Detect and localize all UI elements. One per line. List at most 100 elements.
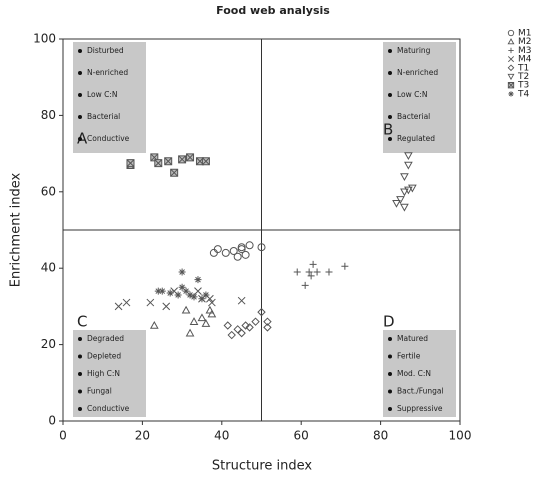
x-tick-label: 20 [135,429,150,443]
legend-label: T3 [517,81,529,91]
point [114,302,123,311]
point [305,268,313,276]
point [162,302,171,311]
point [341,262,349,270]
bullet [78,115,82,119]
bullet [78,71,82,75]
quadrant-item: Fertile [397,352,421,361]
point [198,295,206,303]
point [146,298,155,307]
point [313,268,321,276]
point [396,196,405,204]
bullet [388,49,392,53]
point [202,291,210,299]
bullet [388,137,392,141]
point [164,157,173,166]
y-tick-label: 20 [41,337,56,351]
quadrant-item: Fungal [87,387,112,396]
y-tick-label: 100 [33,32,56,46]
quadrant-item: Conductive [87,134,130,143]
bullet [78,389,82,394]
point [227,330,236,340]
point [186,291,194,299]
bullet [388,337,392,341]
bullet [388,354,392,359]
point [245,323,254,332]
point [189,317,199,325]
point [237,328,246,338]
point [178,283,186,291]
point [178,268,186,276]
y-tick-label: 80 [41,108,56,122]
point [158,287,166,295]
point [122,298,131,307]
point [149,320,159,329]
point [174,291,182,299]
legend-marker [507,73,515,81]
x-axis-label: Structure index [212,459,312,474]
quadrant-item: Bact./Fungal [397,387,444,396]
point [400,203,409,212]
point [392,199,401,208]
point [185,328,195,337]
quadrant-item: N-enriched [397,68,438,77]
point [154,287,162,295]
point [241,250,250,259]
quadrant-box [73,42,146,153]
point [325,268,333,276]
point [400,188,409,197]
legend-label: T2 [517,72,529,82]
quadrant-item: Maturing [397,46,431,55]
point [241,321,250,330]
x-tick-label: 0 [59,429,67,443]
point [251,317,260,326]
y-tick-label: 60 [41,184,56,198]
x-tick-label: 60 [294,429,309,443]
quadrant-box [383,42,456,153]
quadrant-item: Mod. C:N [397,369,431,378]
bullet [388,71,392,75]
quadrant-label: D [383,313,395,331]
point [293,268,301,276]
bullet [78,372,82,376]
quadrant-box [73,330,146,417]
quadrant-item: Bacterial [397,112,430,121]
chart-title: Food web analysis [216,4,330,17]
point [237,296,246,305]
point [408,184,417,193]
quadrant-item: Disturbed [87,46,124,55]
point [170,168,179,177]
y-tick-label: 40 [41,261,56,275]
point [181,305,191,314]
bullet [78,354,82,359]
quadrant-item: Depleted [87,352,121,361]
point [263,323,272,332]
y-tick-label: 0 [48,414,56,428]
point [309,260,317,268]
quadrant-item: N-enriched [87,68,128,77]
bullet [388,407,392,411]
point [207,309,217,318]
point [197,313,207,322]
legend-marker [508,91,514,97]
legend-marker [508,47,514,54]
point [233,325,242,334]
quadrant-item: Low C:N [87,90,118,99]
quadrant-label: A [77,130,88,148]
quadrant-item: Conductive [87,404,130,413]
point [205,305,215,314]
bullet [78,137,82,141]
bullet [388,372,392,376]
quadrant-box [383,330,456,417]
point [404,152,413,161]
legend-marker [507,38,515,45]
point [263,317,272,326]
bullet [78,93,82,97]
legend-marker [507,29,515,37]
bullet [78,337,82,341]
point [208,298,216,307]
point [221,248,230,257]
quadrant-item: Matured [397,334,428,343]
point [257,307,266,317]
point [201,319,211,327]
